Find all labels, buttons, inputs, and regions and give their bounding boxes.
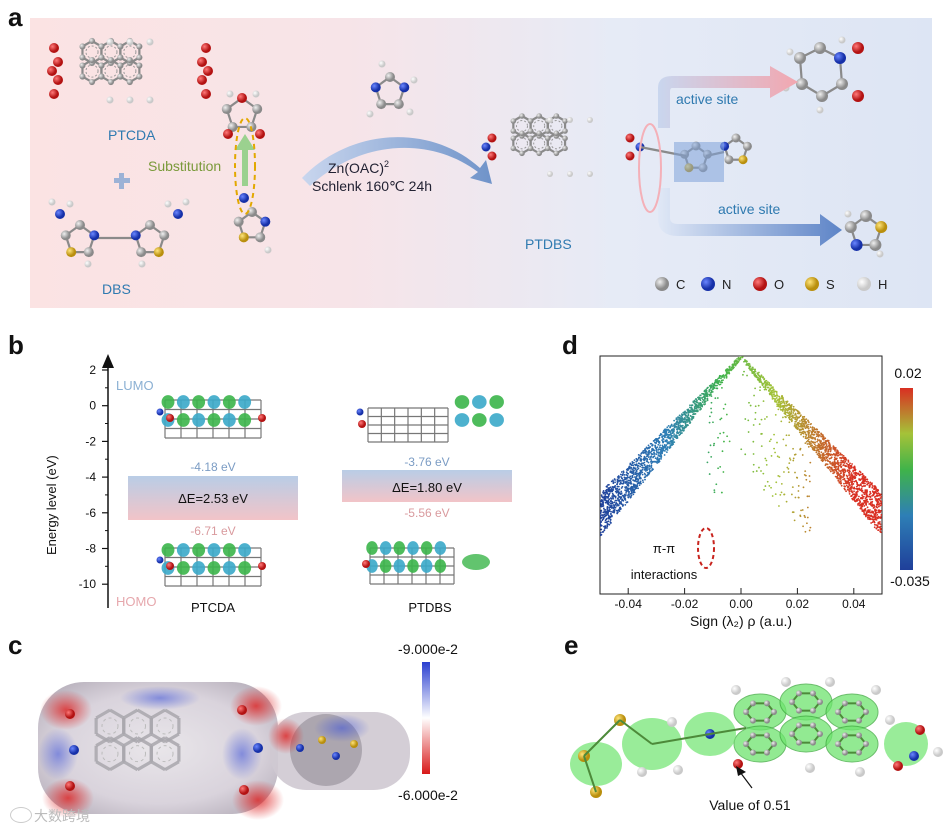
interactions-annotation: interactions — [631, 567, 698, 582]
ptcda-molecule — [47, 37, 213, 104]
ptcda-gap-value: ΔE=2.53 eV — [178, 491, 248, 506]
ptcda-homo-value: -6.71 eV — [190, 524, 235, 538]
ptdbs-gap-band — [342, 470, 512, 502]
colorbar-max: 0.02 — [894, 365, 921, 381]
watermark: 大数跨境 — [10, 806, 90, 826]
panel-c-label: c — [8, 630, 23, 660]
svg-text:O: O — [774, 277, 784, 292]
svg-text:S: S — [826, 277, 835, 292]
colorbar — [900, 388, 913, 570]
ptcda-gap-band — [128, 476, 298, 520]
panel-a-label: a — [8, 2, 23, 32]
energy-axis-label: Energy level (eV) — [44, 455, 59, 555]
d-xtick-label: 0.00 — [729, 597, 753, 611]
value-annotation: Value of 0.51 — [709, 797, 791, 813]
energy-tick-label: 2 — [89, 363, 96, 377]
lumo-label: LUMO — [116, 378, 154, 393]
esp-surface: -9.000e-2 -6.000e-2 — [38, 641, 458, 820]
dbs-label: DBS — [102, 281, 131, 297]
d-xtick-label: -0.02 — [671, 597, 699, 611]
ptcda-name: PTCDA — [191, 600, 235, 615]
igmh-isosurface: Value of 0.51 — [570, 677, 943, 813]
legend-atom-h: H — [857, 277, 887, 292]
panel-e: Value of 0.51 — [560, 660, 945, 832]
ptdbs-name: PTDBS — [408, 600, 452, 615]
legend-atom-o: O — [753, 277, 784, 292]
condition-line-2: Schlenk 160℃ 24h — [312, 178, 432, 194]
ptdbs-lumo-value: -3.76 eV — [404, 455, 449, 469]
energy-level-diagram: 2 0 -2 -4 -6 -8 -10 Energy level (eV) LUMO HOM… — [44, 354, 512, 615]
condition-line-1: Zn(OAC)2 — [328, 159, 389, 176]
substitution-label: Substitution — [148, 158, 221, 174]
svg-text:N: N — [722, 277, 731, 292]
ptdbs-gap-value: ΔE=1.80 eV — [392, 480, 462, 495]
esp-scale-min: -6.000e-2 — [398, 787, 458, 803]
esp-colorbar — [422, 662, 430, 774]
svg-text:C: C — [676, 277, 685, 292]
active-site-arrow-1 — [658, 66, 798, 128]
nci-scatter-plot: -0.04 -0.02 0.00 0.02 0.04 π-π interactions … — [599, 355, 930, 629]
fragment-molecules — [221, 36, 888, 258]
ptcda-lumo-value: -4.18 eV — [190, 460, 235, 474]
selection-ellipse — [234, 117, 256, 215]
substitution-arrow — [242, 146, 248, 186]
orbital-renderings — [156, 395, 504, 587]
pi-pi-annotation: π-π — [653, 541, 675, 556]
energy-tick-label: -2 — [85, 434, 96, 448]
panel-d-label: d — [562, 330, 578, 360]
active-site-label-1: active site — [676, 91, 738, 107]
pi-pi-highlight — [697, 527, 715, 569]
active-site-label-2: active site — [718, 201, 780, 217]
legend-atom-n: N — [701, 277, 731, 292]
panel-d: -0.04 -0.02 0.00 0.02 0.04 π-π interactions … — [560, 350, 945, 640]
panel-a-scheme: PTCDA DBS Substitution Zn(OAC)2 Schlenk … — [47, 36, 888, 297]
ptcda-label: PTCDA — [108, 127, 156, 143]
energy-tick-label: -6 — [85, 506, 96, 520]
esp-scale-max: -9.000e-2 — [398, 641, 458, 657]
plus-icon — [114, 173, 130, 189]
energy-tick-label: 0 — [89, 399, 96, 413]
active-site-arrow-2 — [658, 188, 842, 246]
ptdbs-homo-value: -5.56 eV — [404, 506, 449, 520]
energy-tick-label: -8 — [85, 542, 96, 556]
colorbar-min: -0.035 — [890, 573, 930, 589]
legend-atom-s: S — [805, 277, 835, 292]
d-xtick-label: -0.04 — [615, 597, 643, 611]
d-xtick-label: 0.02 — [786, 597, 810, 611]
panel-b: 2 0 -2 -4 -6 -8 -10 Energy level (eV) LUMO HOM… — [30, 350, 540, 630]
energy-tick-label: -10 — [79, 577, 97, 591]
watermark-text: 大数跨境 — [34, 809, 90, 825]
reaction-arrow — [302, 137, 492, 186]
panel-e-label: e — [564, 630, 579, 660]
energy-tick-label: -4 — [85, 470, 96, 484]
watermark-logo-icon — [10, 807, 32, 823]
panel-b-label: b — [8, 330, 24, 360]
panel-a: PTCDA DBS Substitution Zn(OAC)2 Schlenk … — [30, 18, 932, 308]
d-xaxis-label: Sign (λ₂) ρ (a.u.) — [690, 613, 792, 629]
homo-label: HOMO — [116, 594, 156, 609]
panel-c: -9.000e-2 -6.000e-2 — [30, 640, 540, 832]
d-xtick-label: 0.04 — [842, 597, 866, 611]
svg-text:H: H — [878, 277, 887, 292]
legend-atom-c: C — [655, 277, 685, 292]
ptdbs-label: PTDBS — [525, 236, 572, 252]
